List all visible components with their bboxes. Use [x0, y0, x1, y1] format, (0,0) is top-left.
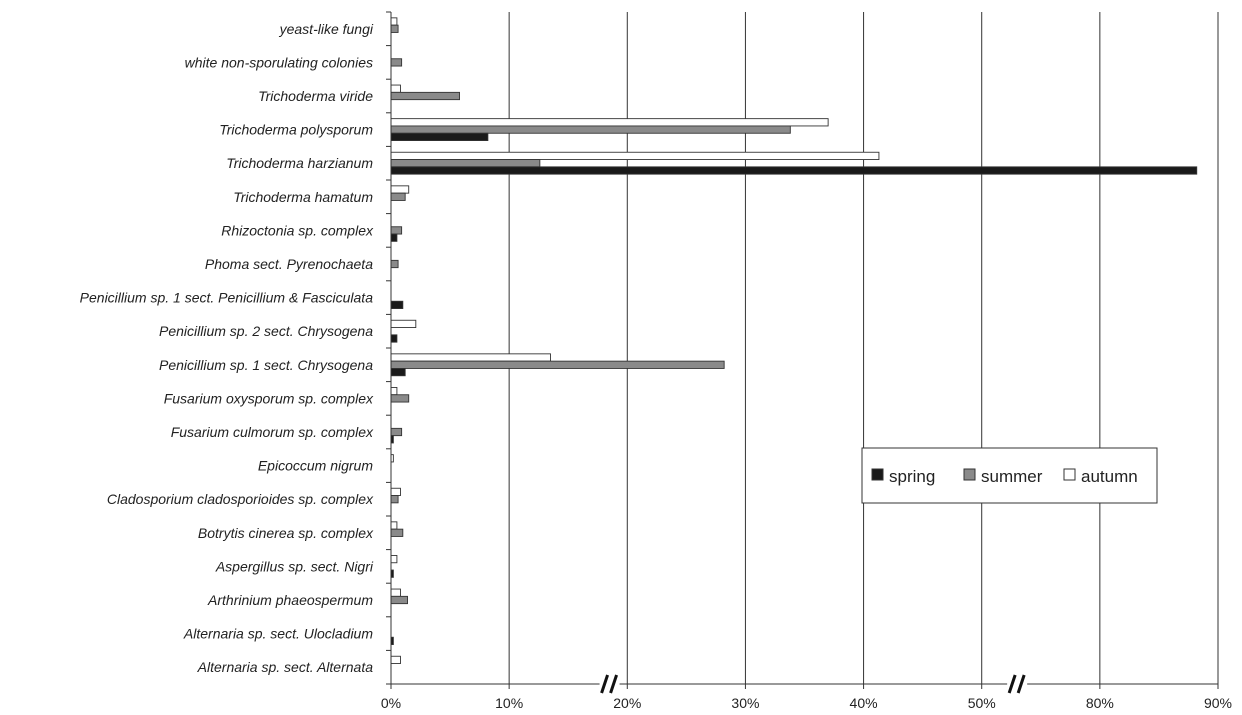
axis-break-slash [1007, 674, 1017, 694]
bar-autumn [390, 185, 410, 194]
bar-autumn [390, 655, 401, 665]
bar-summer [390, 226, 403, 235]
category-label: white non-sporulating colonies [185, 54, 373, 70]
x-tick-label: 20% [613, 695, 641, 711]
bar-autumn [390, 353, 551, 362]
legend-label-autumn: autumn [1081, 467, 1138, 486]
axis-break-mark [599, 674, 620, 694]
category-label: Cladosporium cladosporioides sp. complex [107, 491, 374, 507]
legend-swatch-summer [963, 468, 976, 481]
category-label: Aspergillus sp. sect. Nigri [215, 558, 374, 574]
category-label: Rhizoctonia sp. complex [221, 222, 374, 238]
category-label: Trichoderma hamatum [233, 189, 373, 205]
legend-box [861, 447, 1158, 504]
category-label: Trichoderma viride [258, 88, 373, 104]
bar-autumn [390, 84, 401, 93]
bar-autumn [390, 118, 829, 127]
bar-autumn [390, 17, 398, 26]
bar-summer [390, 125, 791, 134]
bar-spring [390, 166, 1198, 175]
bar-summer [390, 159, 541, 168]
x-tick-labels: 0% 10% 20% 30% 40% 50% 80% 90% [381, 695, 1232, 711]
legend-swatch-spring [871, 468, 884, 481]
bar-spring [390, 334, 398, 343]
bar-spring [390, 132, 489, 142]
category-label: Alternaria sp. sect. Ulocladium [183, 626, 373, 642]
bar-autumn [390, 521, 398, 530]
bar-autumn [390, 555, 398, 564]
category-label: Trichoderma polysporum [219, 122, 373, 138]
bar-summer [390, 495, 399, 504]
category-label: yeast-like fungi [279, 21, 374, 37]
axis-break-mark [1007, 674, 1028, 694]
category-label: Epicoccum nigrum [258, 458, 373, 474]
axes [386, 11, 1219, 689]
category-label: Phoma sect. Pyrenochaeta [205, 256, 373, 272]
bar-spring [390, 368, 406, 377]
gridlines [508, 12, 1219, 684]
bar-autumn [390, 387, 398, 396]
category-label: Alternaria sp. sect. Alternata [197, 659, 374, 675]
category-label: Penicillium sp. 1 sect. Chrysogena [159, 357, 373, 373]
axis-breaks [599, 674, 1028, 694]
x-tick-label: 10% [495, 695, 523, 711]
category-label: Penicillium sp. 1 sect. Penicillium & Fa… [80, 290, 374, 306]
category-label: Fusarium oxysporum sp. complex [164, 390, 374, 406]
bar-summer [390, 58, 403, 67]
bar-summer [390, 528, 404, 537]
axis-break-gap [1007, 681, 1028, 687]
x-tick-label: 0% [381, 695, 401, 711]
axis-break-slash [1016, 674, 1026, 694]
category-label: Fusarium culmorum sp. complex [171, 424, 374, 440]
bar-autumn [390, 319, 417, 329]
bar-spring [390, 300, 404, 310]
bars [390, 17, 1198, 665]
bar-summer [390, 394, 410, 403]
bar-summer [390, 192, 406, 201]
bar-summer [390, 24, 399, 33]
category-label: Trichoderma harzianum [226, 155, 373, 171]
category-label: Botrytis cinerea sp. complex [198, 525, 374, 541]
x-tick-label: 50% [968, 695, 996, 711]
bar-summer [390, 427, 403, 437]
legend-label-spring: spring [889, 467, 935, 486]
axis-break-slash [609, 674, 618, 694]
bar-autumn [390, 487, 401, 497]
legend: spring summer autumn [861, 447, 1158, 504]
bar-summer [390, 91, 460, 101]
x-tick-label: 30% [731, 695, 759, 711]
bar-summer [390, 595, 408, 605]
bar-autumn [390, 588, 401, 597]
x-tick-label: 80% [1086, 695, 1114, 711]
category-label: Penicillium sp. 2 sect. Chrysogena [159, 323, 373, 339]
axis-break-slash [600, 674, 609, 694]
bar-spring [390, 233, 398, 242]
legend-swatch-autumn [1063, 468, 1076, 481]
bar-summer [390, 360, 725, 369]
legend-label-summer: summer [981, 467, 1043, 486]
category-label: Arthrinium phaeospermum [207, 592, 373, 608]
axis-break-gap [599, 681, 620, 687]
x-tick-label: 40% [850, 695, 878, 711]
bar-autumn [390, 151, 880, 161]
bar-summer [390, 259, 399, 269]
category-labels: yeast-like fungi white non-sporulating co… [80, 21, 374, 675]
x-tick-label: 90% [1204, 695, 1232, 711]
